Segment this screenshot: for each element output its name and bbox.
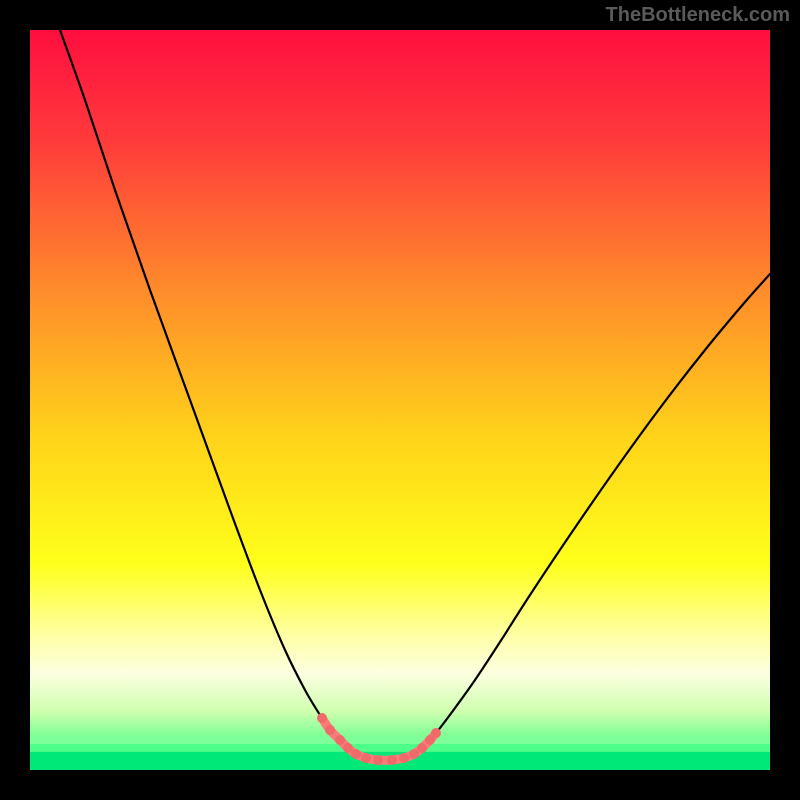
optimal-marker-dot	[387, 755, 397, 765]
optimal-marker-dot	[351, 749, 361, 759]
optimal-marker-dot	[325, 725, 335, 735]
optimal-marker-dot	[399, 753, 409, 763]
optimal-marker-dot	[417, 743, 427, 753]
optimal-zone-markers	[317, 713, 441, 765]
optimal-marker-dot	[343, 743, 353, 753]
optimal-marker-dot	[335, 735, 345, 745]
watermark-text: TheBottleneck.com	[606, 4, 790, 27]
optimal-marker-dot	[373, 755, 383, 765]
optimal-marker-dot	[361, 753, 371, 763]
bottleneck-curve-chart	[30, 30, 770, 770]
optimal-marker-dot	[409, 749, 419, 759]
optimal-marker-dot	[317, 713, 327, 723]
plot-area	[30, 30, 770, 770]
bottleneck-curve	[60, 30, 770, 760]
optimal-marker-dot	[431, 728, 441, 738]
